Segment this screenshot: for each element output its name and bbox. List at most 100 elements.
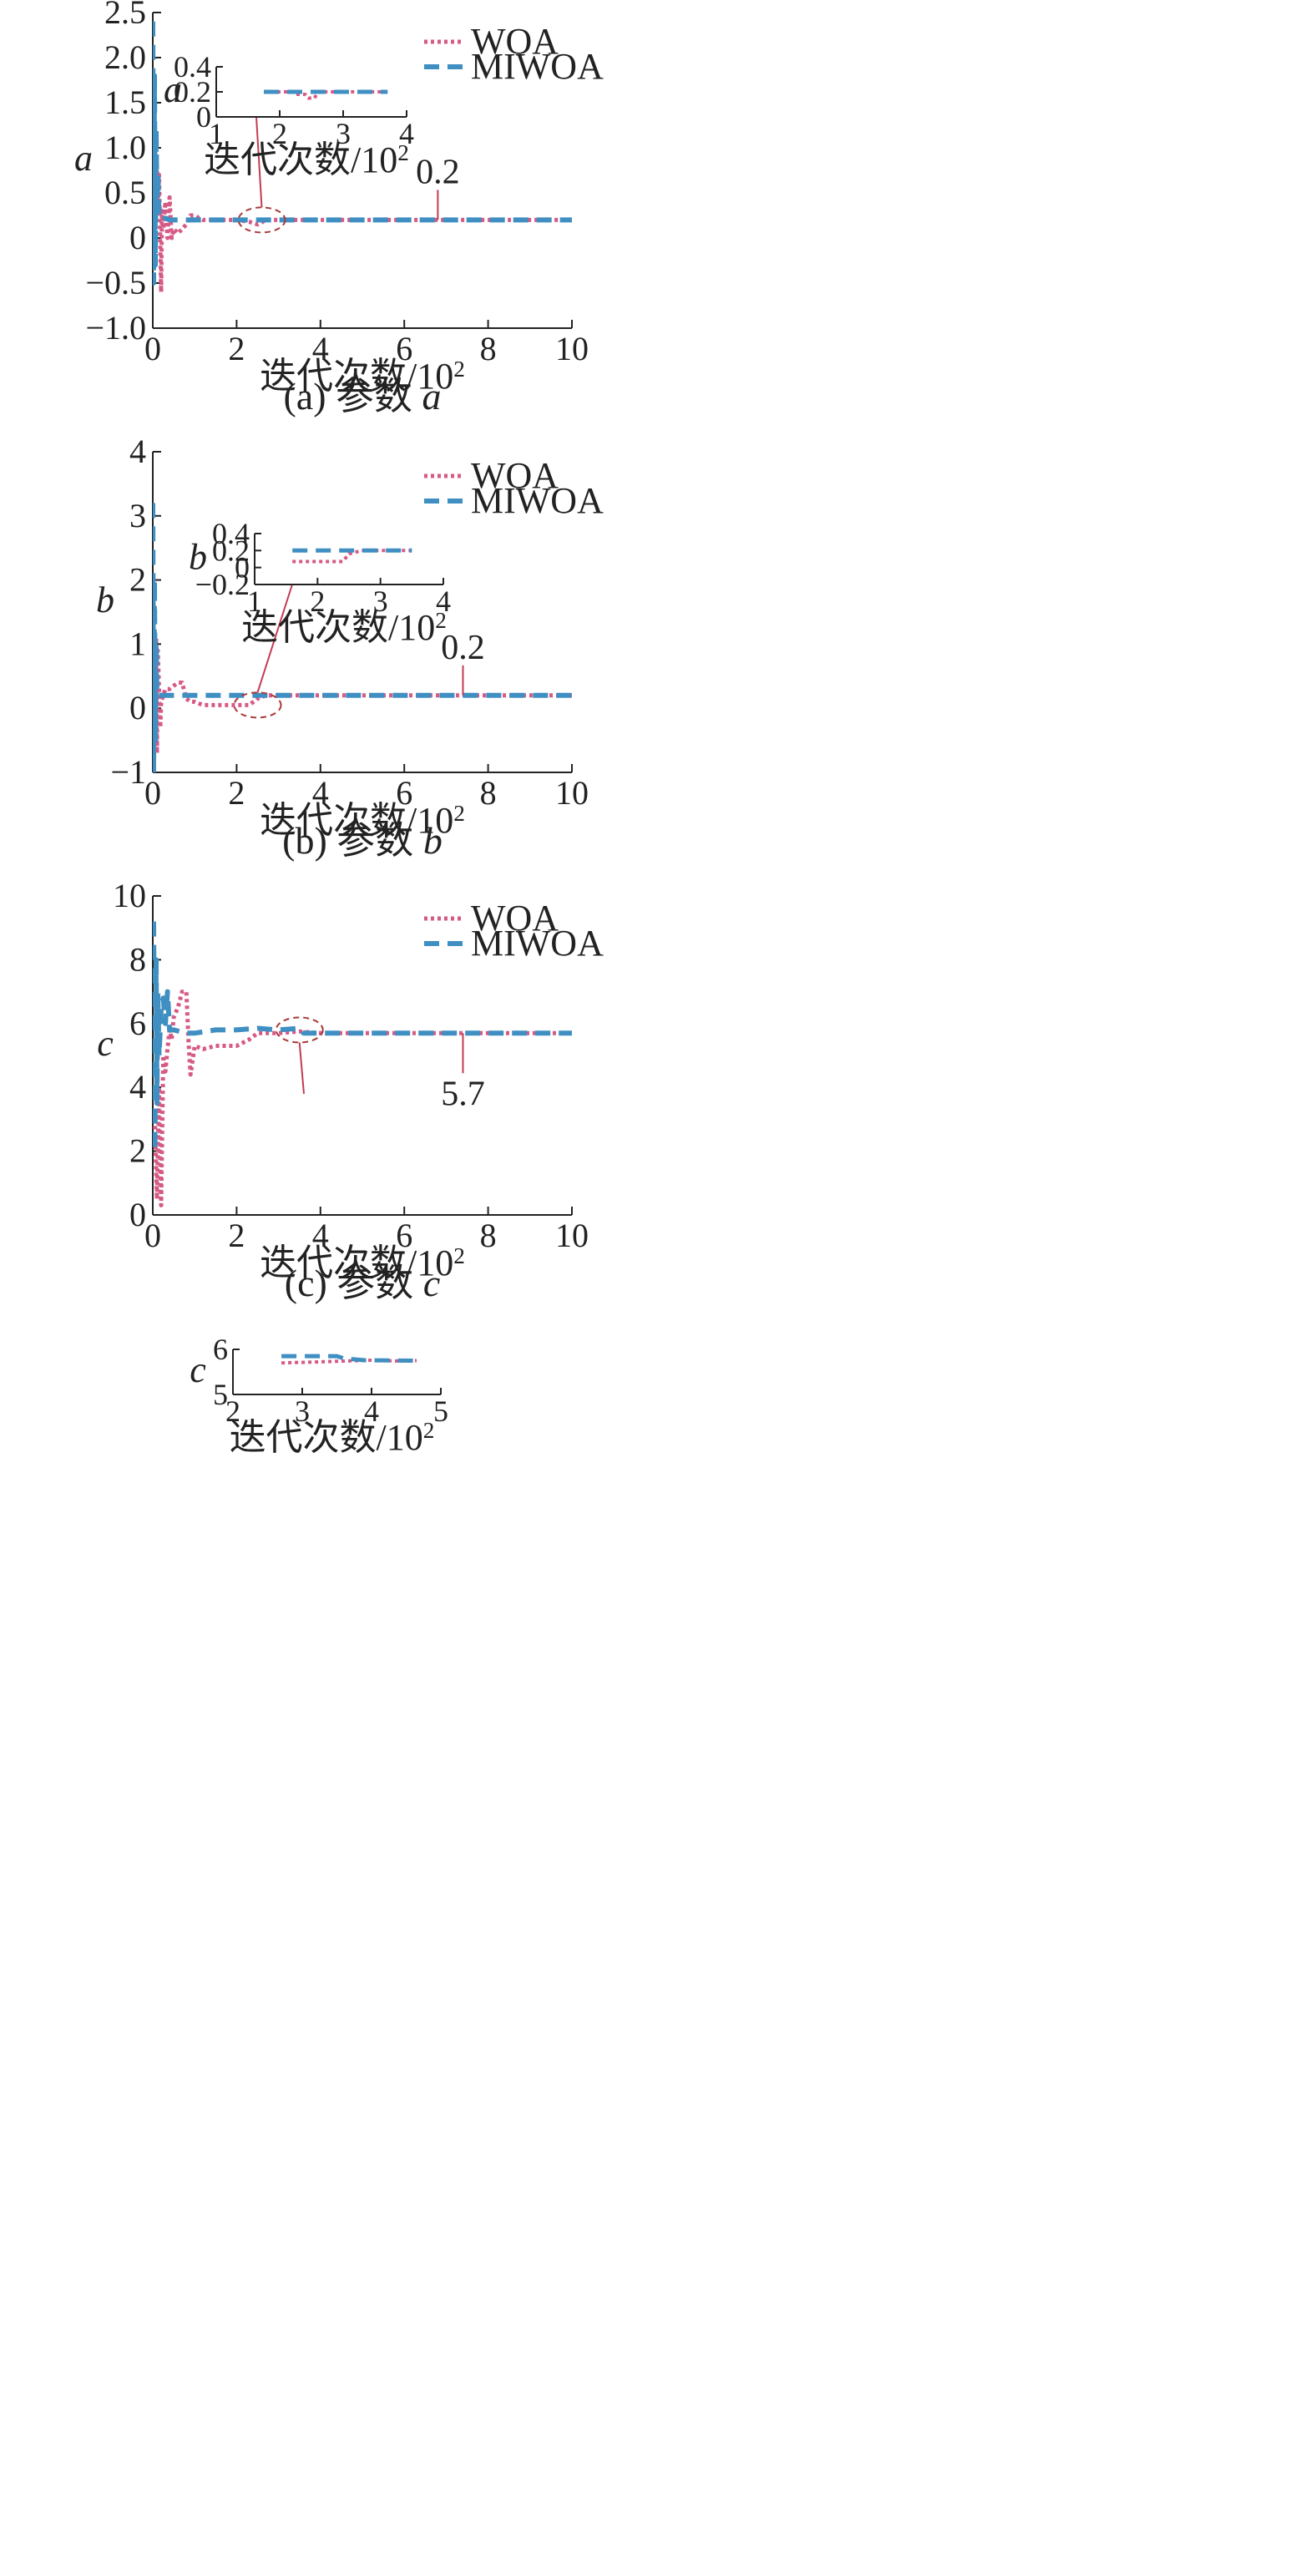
panel-c-x-tick-label: 10: [555, 1217, 589, 1254]
panel-a-inset-x-tick-label: 2: [272, 117, 287, 150]
panel-a-inset-x-tick-label: 1: [209, 117, 224, 150]
panel-c-inset-series-miwoa-line: [281, 1354, 417, 1363]
panel-a-y-tick-label: −0.5: [85, 264, 146, 301]
panel-b-series-group: [153, 503, 572, 772]
panel-b-inset-y-tick-label: 0.4: [212, 517, 250, 550]
panel-c-annotation-label: 5.7: [441, 1075, 485, 1113]
panel-b-inset-y-tick-label: 0: [235, 551, 250, 585]
panel-c-inset-x-tick-label: 5: [433, 1394, 448, 1428]
panel-c-legend-miwoa-label: MIWOA: [471, 923, 604, 964]
panel-c-y-tick-label: 10: [113, 877, 146, 914]
panel-b-inset-x-tick-label: 1: [247, 585, 262, 618]
panel-c-x-tick-label: 6: [396, 1217, 412, 1254]
panel-b-y-tick-label: 4: [129, 433, 146, 470]
panel-a-inset-y-tick-label: 0.4: [174, 50, 211, 84]
panel-b-callout-line: [256, 584, 293, 693]
panel-a-inset: 1 2 3 4 00.20.4 迭代次数/102 a: [164, 50, 414, 180]
panel-c-inset-y-tick-label: 6: [213, 1333, 228, 1366]
panel-b-x-tick-label: 2: [228, 774, 245, 812]
panel-c-y-tick-label: 6: [129, 1005, 146, 1042]
panel-a-y-tick-label: 2.5: [104, 0, 146, 31]
panel-c-inset-y-tick-label: 5: [213, 1378, 228, 1411]
panel-c-inset-x-axis-label: 迭代次数/102: [230, 1417, 435, 1458]
panel-c-inset-x-tick-label: 4: [364, 1394, 379, 1428]
panel-b-legend-miwoa-label: MIWOA: [471, 480, 604, 521]
panel-c-x-tick-label: 0: [144, 1217, 161, 1254]
panel-b-y-tick-label: 0: [129, 689, 146, 726]
panel-a-y-tick-label: 0: [129, 219, 146, 256]
panel-c-inset-x-tick-label: 2: [225, 1394, 240, 1428]
panel-c-y-tick-label: 0: [129, 1196, 146, 1233]
panel-a-y-axis-label: a: [74, 138, 93, 179]
panel-c-legend-woa-label: WOA: [471, 898, 559, 939]
panel-b-x-tick-label: 0: [144, 774, 161, 812]
panel-a-series-woa-line: [153, 161, 572, 295]
panel-a-x-tick-label: 8: [480, 330, 497, 367]
panel-b-inset-x-tick-label: 3: [373, 585, 388, 618]
panel-c-series-group: [153, 921, 572, 1207]
panel-a-x-tick-label: 4: [312, 330, 329, 367]
panel-b-x-tick-label: 4: [312, 774, 329, 812]
panel-b-inset-x-axis-label: 迭代次数/102: [241, 607, 447, 648]
panel-a-x-tick-label: 2: [228, 330, 245, 367]
panel-c-inset: 2 3 4 5 5 6 迭代次数/102 c: [190, 1333, 448, 1458]
panel-a-y-tick-label: 1.5: [104, 84, 146, 121]
panel-c-x-tick-label: 2: [228, 1217, 245, 1254]
panel-c-x-axis-label: 迭代次数/102: [260, 1242, 465, 1283]
panel-a-inset-x-tick-label: 4: [399, 117, 414, 150]
panel-a-legend-miwoa-label: MIWOA: [471, 46, 604, 87]
panel-b-inset-x-tick-label: 4: [436, 585, 451, 618]
panel-c-x-tick-label: 4: [312, 1217, 329, 1254]
panel-a-y-tick-label: 1.0: [104, 129, 146, 166]
panel-b-x-tick-label: 6: [396, 774, 412, 812]
panel-a-x-tick-label: 6: [396, 330, 412, 367]
panel-b-inset-series-woa-line: [292, 549, 412, 564]
panel-a-x-axis-label: 迭代次数/102: [260, 356, 465, 397]
panel-a-inset-y-tick-label: 0: [196, 100, 211, 134]
panel-c-series-woa-line: [153, 989, 572, 1207]
panel-c-inset-y-axis-label: c: [190, 1349, 206, 1390]
panel-b-inset-x-tick-label: 2: [310, 585, 325, 618]
panel-c-x-tick-label: 8: [480, 1217, 497, 1254]
panel-b-legend-woa-label: WOA: [471, 455, 559, 496]
panel-a-y-tick-label: 2.0: [104, 38, 146, 76]
panel-a-annotation-label: 0.2: [416, 153, 460, 191]
panel-b-highlight-ellipse: [233, 691, 282, 719]
panel-a-series-miwoa-line: [153, 21, 572, 286]
panel-a-x-tick-label: 10: [555, 330, 589, 367]
panel-b-y-tick-label: 1: [129, 625, 146, 662]
panel-b-y-axis-label: b: [96, 579, 114, 620]
panel-a-inset-x-tick-label: 3: [336, 117, 351, 150]
panel-b-annotation-label: 0.2: [441, 629, 485, 667]
panel-b-inset-y-tick-label: −0.2: [195, 568, 250, 601]
panel-b-inset: 1 2 3 4 −0.200.20.4 迭代次数/102 b: [189, 517, 451, 648]
panel-b-series-miwoa-line: [153, 503, 572, 772]
panel-b-inset-y-tick-label: 0.2: [212, 534, 250, 567]
panel-b-y-tick-label: 3: [129, 497, 146, 534]
panel-c-caption: (c) 参数 c: [285, 1262, 440, 1304]
panel-b-x-axis-label: 迭代次数/102: [260, 800, 465, 841]
panel-c-series-miwoa-line: [153, 921, 572, 1154]
panel-c-y-axis-label: c: [97, 1023, 114, 1064]
panel-c-y-tick-label: 4: [129, 1068, 146, 1106]
panel-b-x-tick-label: 8: [480, 774, 497, 812]
panel-c-inset-series-woa-line: [281, 1359, 417, 1365]
panel-b-inset-y-axis-label: b: [189, 537, 207, 578]
panel-b-y-tick-label: 2: [129, 561, 146, 599]
panel-a-x-tick-label: 0: [144, 330, 161, 367]
panel-a-caption: (a) 参数 a: [283, 375, 441, 418]
panel-a-inset-y-axis-label: a: [164, 69, 182, 110]
panel-a-inset-y-tick-label: 0.2: [174, 75, 211, 109]
panel-b-x-tick-label: 10: [555, 774, 589, 812]
panel-c-highlight-ellipse: [275, 1016, 324, 1044]
panel-a-y-tick-label: −1.0: [85, 309, 146, 347]
panel-c-inset-x-tick-label: 3: [295, 1394, 310, 1428]
panel-a-inset-x-axis-label: 迭代次数/102: [204, 139, 409, 180]
chart-panel-a: 0 2 4 6 8 10−1.0−0.500.51.01.52.02.5迭代次数/102a…: [74, 0, 604, 418]
panel-a-highlight-ellipse: [237, 206, 286, 234]
panel-a-y-tick-label: 0.5: [104, 174, 146, 211]
panel-a-callout-line: [255, 116, 263, 208]
